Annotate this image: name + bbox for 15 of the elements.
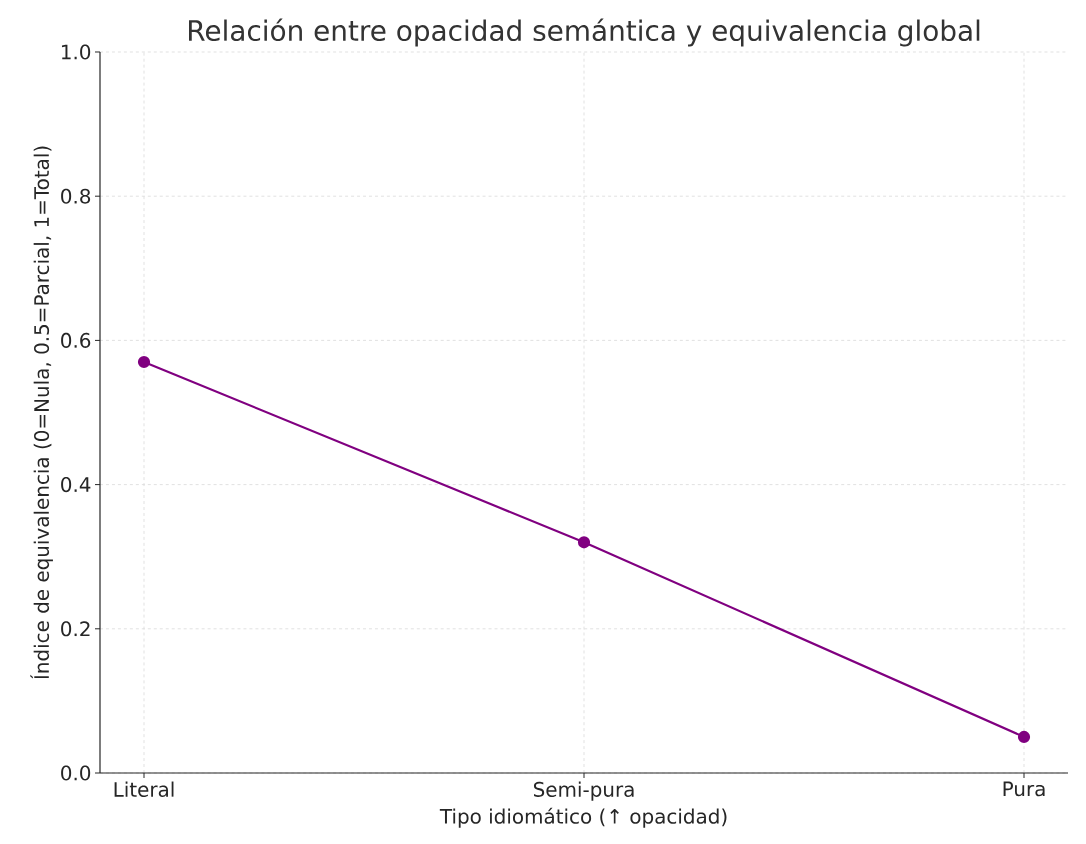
- point: [1017, 730, 1031, 744]
- x-tick-label: Literal: [114, 781, 174, 797]
- point: [577, 536, 591, 549]
- y-tick-label: 0.8: [61, 188, 91, 204]
- point: [137, 355, 151, 369]
- chart-title: Relación entre opacidad semántica y equivalencia global: [189, 18, 980, 47]
- x-axis-title: Tipo idiomático (↑ opacidad): [439, 807, 727, 828]
- x-tick-label: Pura: [1003, 781, 1045, 797]
- x-tick-label: Semi-pura: [533, 781, 634, 801]
- y-tick-label: 0.6: [61, 332, 91, 348]
- y-tick-label: 0.2: [61, 621, 90, 637]
- y-tick-label: 0.4: [61, 477, 91, 493]
- y-tick-label: 1.0: [61, 44, 91, 60]
- y-tick-label: 0.0: [61, 765, 91, 781]
- y-axis-title: Índice de equivalencia (0=Nula, 0.5=Parcial, 1=Total): [30, 146, 53, 679]
